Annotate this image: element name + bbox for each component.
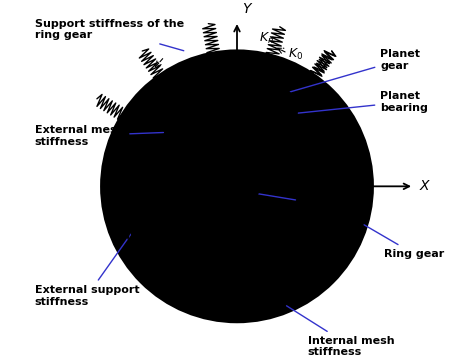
Circle shape — [282, 101, 290, 110]
Text: $K_{ri}$: $K_{ri}$ — [259, 31, 275, 46]
Circle shape — [215, 165, 259, 208]
Circle shape — [114, 63, 360, 309]
Text: $Y$: $Y$ — [242, 2, 254, 16]
Circle shape — [282, 115, 290, 123]
Text: Planet
bearing: Planet bearing — [294, 91, 428, 114]
Text: Internal mesh
stiffness: Internal mesh stiffness — [287, 306, 394, 357]
Circle shape — [248, 120, 257, 129]
Circle shape — [273, 91, 281, 100]
Circle shape — [258, 103, 277, 122]
Text: Support stiffness of the
ring gear: Support stiffness of the ring gear — [35, 19, 184, 51]
Text: Sun
gear: Sun gear — [256, 193, 329, 214]
Circle shape — [260, 89, 268, 97]
Circle shape — [238, 231, 297, 290]
Text: $K_0$: $K_0$ — [288, 47, 303, 62]
Circle shape — [248, 95, 257, 104]
Circle shape — [253, 98, 282, 127]
Circle shape — [144, 204, 202, 263]
Circle shape — [273, 125, 281, 133]
Text: Carrier: Carrier — [202, 269, 245, 279]
Circle shape — [102, 51, 372, 321]
Text: Planet
gear: Planet gear — [287, 49, 420, 93]
Circle shape — [238, 83, 297, 142]
Text: Ring gear: Ring gear — [364, 225, 444, 259]
Text: External support
stiffness: External support stiffness — [35, 234, 139, 307]
Circle shape — [244, 108, 252, 116]
Circle shape — [260, 127, 268, 135]
Circle shape — [156, 106, 318, 267]
Text: External mesh
stiffness: External mesh stiffness — [35, 125, 164, 147]
Circle shape — [243, 88, 292, 136]
Text: $X$: $X$ — [419, 179, 431, 193]
